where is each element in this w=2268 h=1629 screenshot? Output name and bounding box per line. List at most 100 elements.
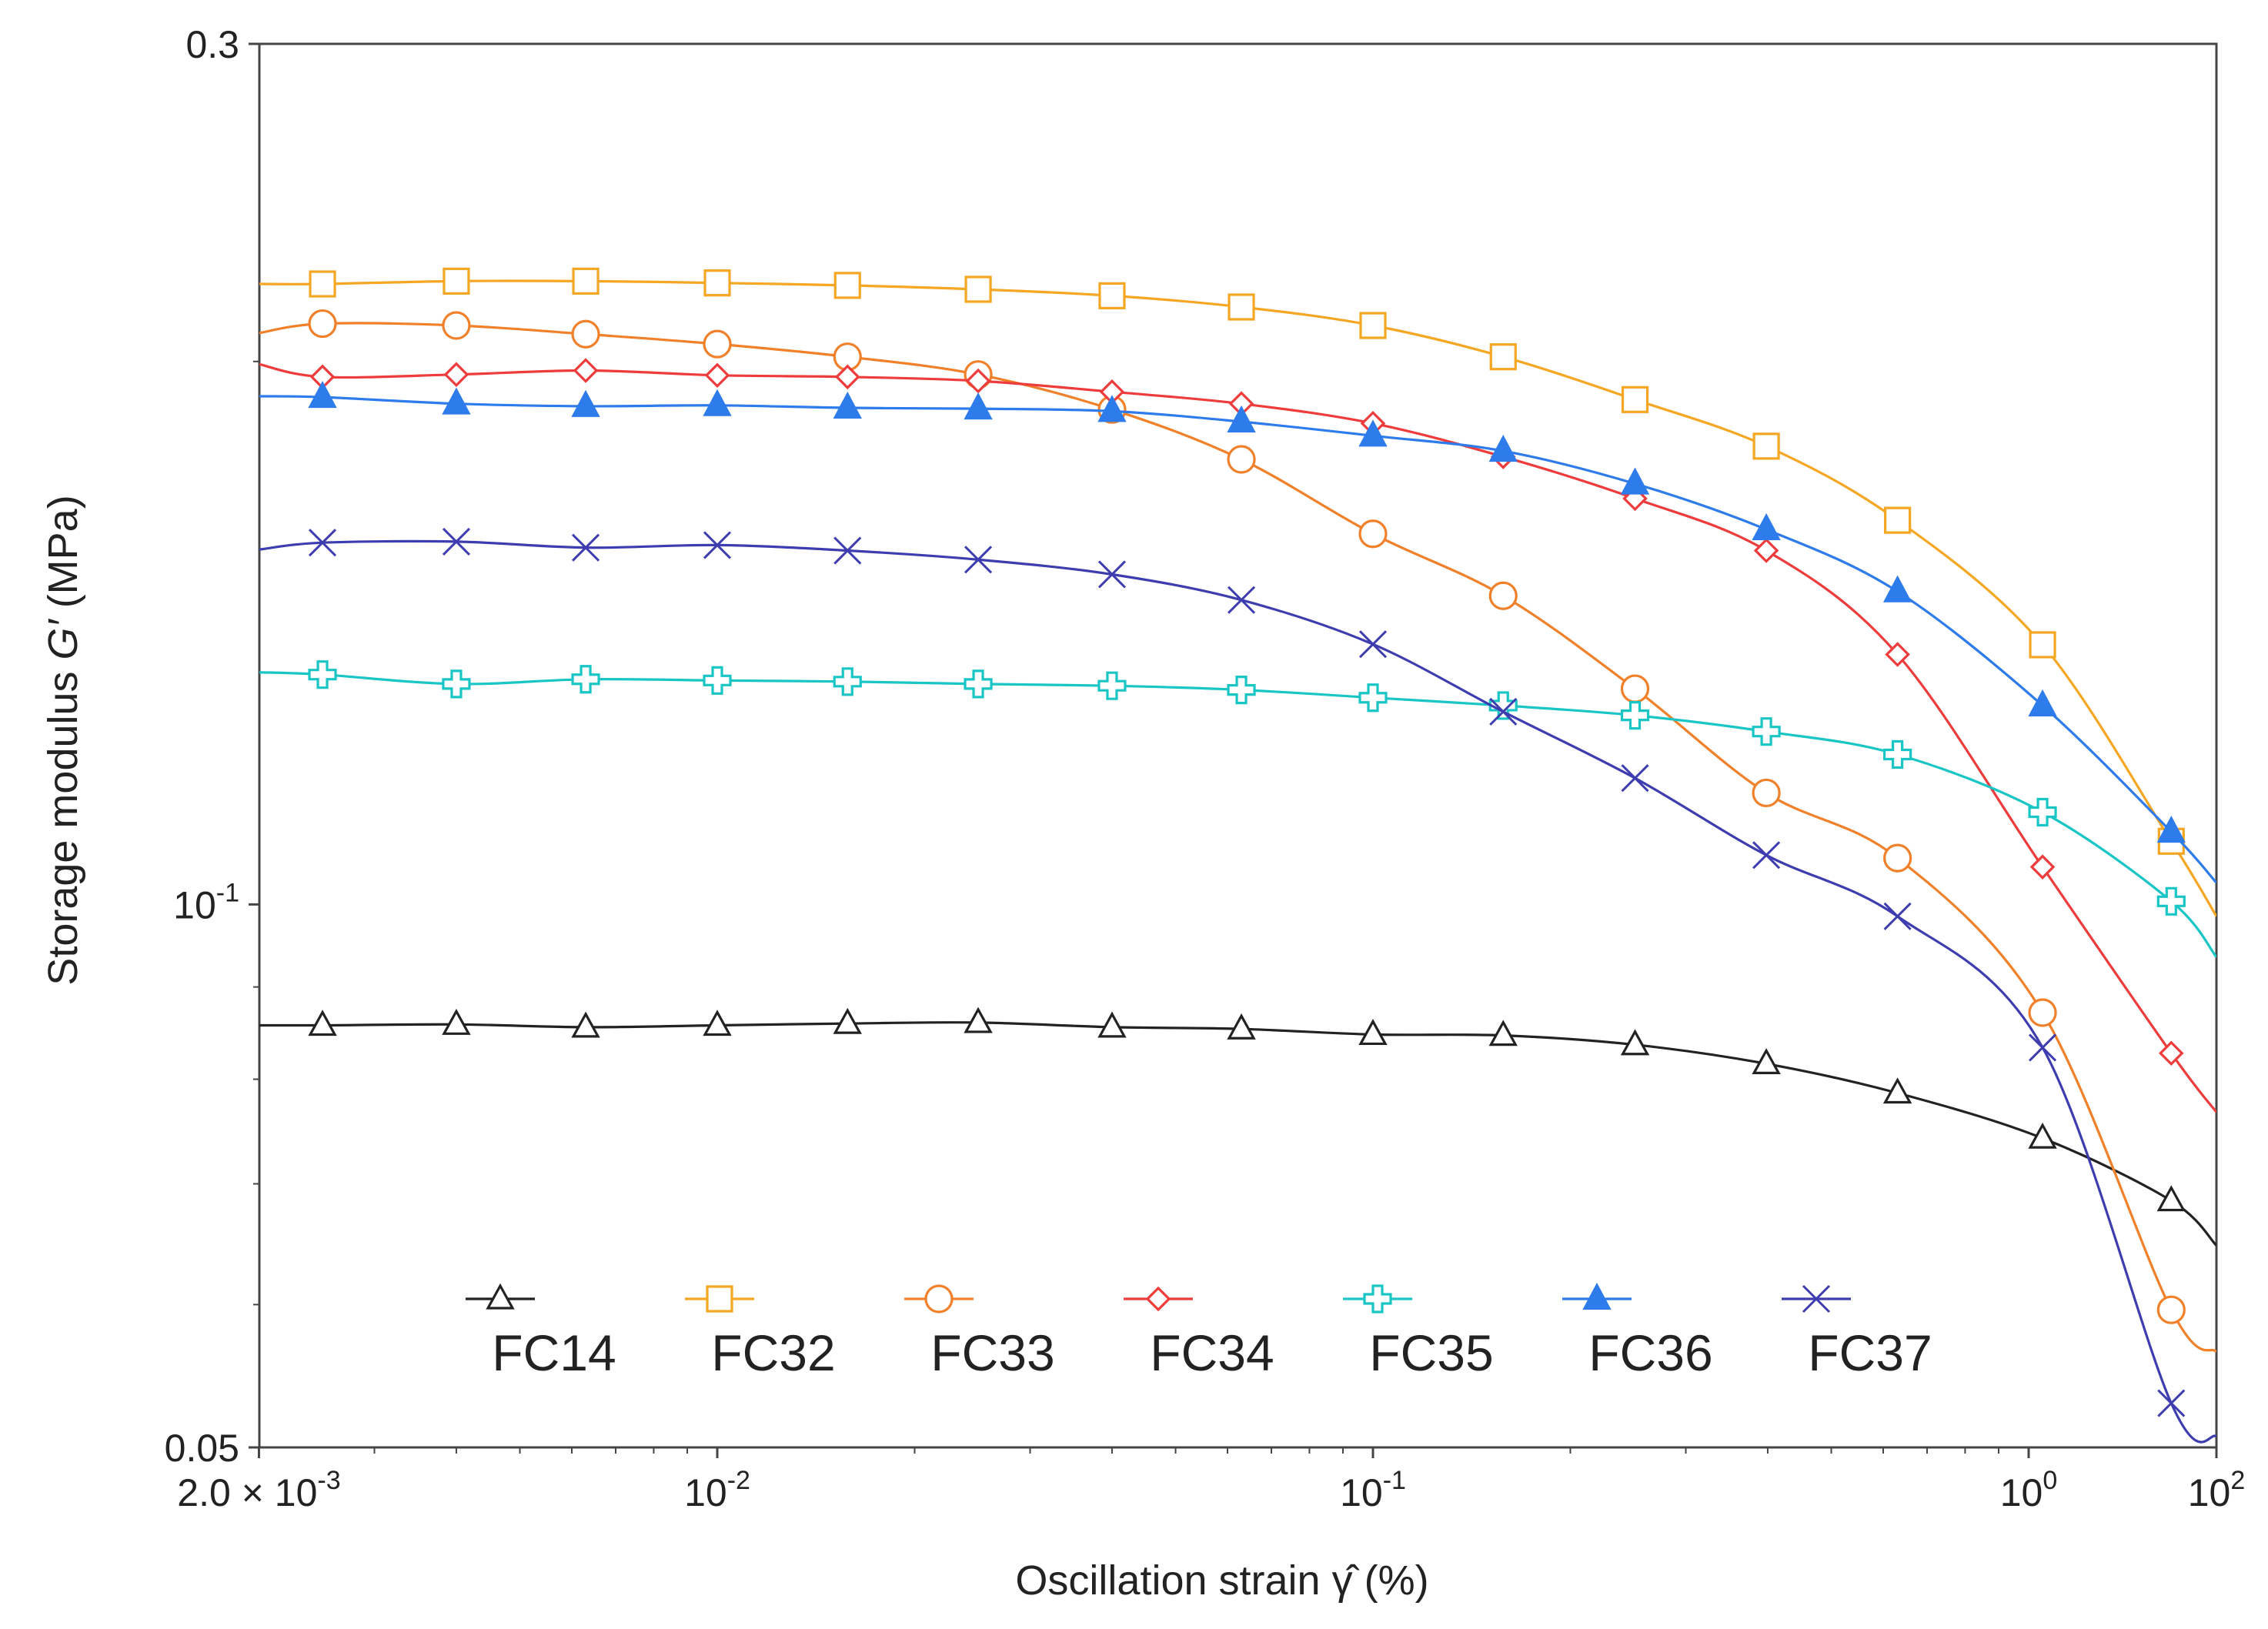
data-point xyxy=(964,392,993,420)
y-tick-label: 0.3 xyxy=(185,23,239,66)
data-point xyxy=(1883,843,1912,873)
data-point xyxy=(308,660,337,689)
data-point xyxy=(442,669,471,699)
data-point xyxy=(964,669,993,699)
data-point xyxy=(1883,902,1912,930)
legend: FC14 FC32 FC33 FC34 FC35 FC36 FC37 xyxy=(466,1282,1932,1381)
x-tick-label: 10-2 xyxy=(684,1466,750,1514)
data-point xyxy=(1620,1029,1650,1056)
data-point xyxy=(2159,1040,2184,1067)
data-point xyxy=(571,389,600,417)
data-point xyxy=(965,368,991,394)
data-point xyxy=(1752,717,1781,746)
data-point xyxy=(703,531,732,559)
data-point xyxy=(833,536,862,565)
legend-marker xyxy=(706,1285,733,1313)
data-point xyxy=(1097,1011,1127,1038)
data-point xyxy=(1358,419,1388,447)
data-point xyxy=(703,666,732,695)
data-point xyxy=(308,309,337,339)
data-point xyxy=(1227,445,1256,474)
series-fc33 xyxy=(259,309,2216,1353)
data-point xyxy=(442,387,471,415)
plot-frame xyxy=(258,42,2218,1449)
data-point xyxy=(1489,697,1518,726)
y-tick-label: 0.05 xyxy=(165,1427,239,1470)
data-point xyxy=(2157,1389,2186,1417)
series-fc36 xyxy=(259,380,2216,884)
data-point xyxy=(1358,1019,1388,1046)
legend-label: FC14 xyxy=(492,1324,616,1381)
legend-item: FC32 xyxy=(685,1285,836,1381)
data-point xyxy=(2028,797,2057,827)
data-point xyxy=(1884,506,1912,534)
legend-marker xyxy=(1363,1284,1392,1314)
legend-label: FC32 xyxy=(711,1324,835,1381)
series-fc14 xyxy=(259,1006,2216,1247)
data-point xyxy=(2156,1185,2186,1212)
data-point xyxy=(1358,630,1388,659)
data-point xyxy=(1227,1013,1256,1040)
data-point xyxy=(2028,1122,2057,1149)
data-point xyxy=(1885,642,1910,667)
data-point xyxy=(1620,674,1650,703)
data-point xyxy=(1098,282,1126,309)
data-point xyxy=(1097,395,1127,422)
legend-marker xyxy=(1802,1284,1831,1314)
y-axis-title: Storage modulus G′ (MPa) xyxy=(40,495,86,985)
data-point xyxy=(571,319,600,349)
data-point xyxy=(833,667,862,696)
data-point xyxy=(442,311,471,340)
data-point xyxy=(703,389,732,416)
data-point xyxy=(1358,519,1388,549)
legend-marker xyxy=(924,1284,954,1314)
x-tick-label: 102 xyxy=(2188,1466,2246,1514)
data-point xyxy=(703,329,732,359)
data-point xyxy=(443,267,470,295)
data-point xyxy=(964,1006,993,1033)
data-point xyxy=(1228,293,1255,321)
legend-marker xyxy=(1582,1282,1612,1310)
data-point xyxy=(1620,701,1650,730)
data-point xyxy=(1227,405,1256,433)
data-point xyxy=(1621,764,1649,793)
data-point xyxy=(1883,739,1912,769)
data-point xyxy=(442,1008,471,1035)
data-point xyxy=(1752,778,1781,808)
legend-label: FC36 xyxy=(1588,1324,1712,1381)
data-point xyxy=(1488,581,1518,610)
legend-item: FC36 xyxy=(1562,1282,1713,1381)
data-point xyxy=(1488,691,1518,720)
data-point xyxy=(1752,512,1781,541)
data-point xyxy=(571,1011,600,1038)
legend-item: FC14 xyxy=(466,1283,616,1381)
data-point xyxy=(1097,671,1127,700)
legend-item: FC33 xyxy=(904,1284,1055,1381)
data-point xyxy=(1882,575,1912,603)
data-point xyxy=(964,275,992,303)
legend-item: FC34 xyxy=(1124,1286,1274,1381)
data-point xyxy=(2029,854,2056,880)
data-point xyxy=(1227,586,1256,614)
data-point xyxy=(833,272,861,299)
data-point xyxy=(1488,434,1518,462)
data-point xyxy=(703,269,731,297)
data-point xyxy=(1358,683,1388,713)
series-fc32 xyxy=(259,267,2216,917)
data-point xyxy=(833,1007,862,1034)
data-point xyxy=(703,1010,732,1036)
data-point xyxy=(2156,816,2186,843)
legend-marker xyxy=(486,1283,515,1310)
data-point xyxy=(571,533,600,562)
series-fc35 xyxy=(259,660,2216,958)
x-tick-label: 100 xyxy=(2000,1466,2058,1514)
data-point xyxy=(308,529,337,557)
data-point xyxy=(2028,689,2057,716)
data-point xyxy=(571,665,600,694)
data-point xyxy=(309,270,336,298)
y-tick-label: 10-1 xyxy=(173,878,239,926)
legend-item: FC37 xyxy=(1782,1284,1932,1381)
data-point xyxy=(1621,386,1649,413)
